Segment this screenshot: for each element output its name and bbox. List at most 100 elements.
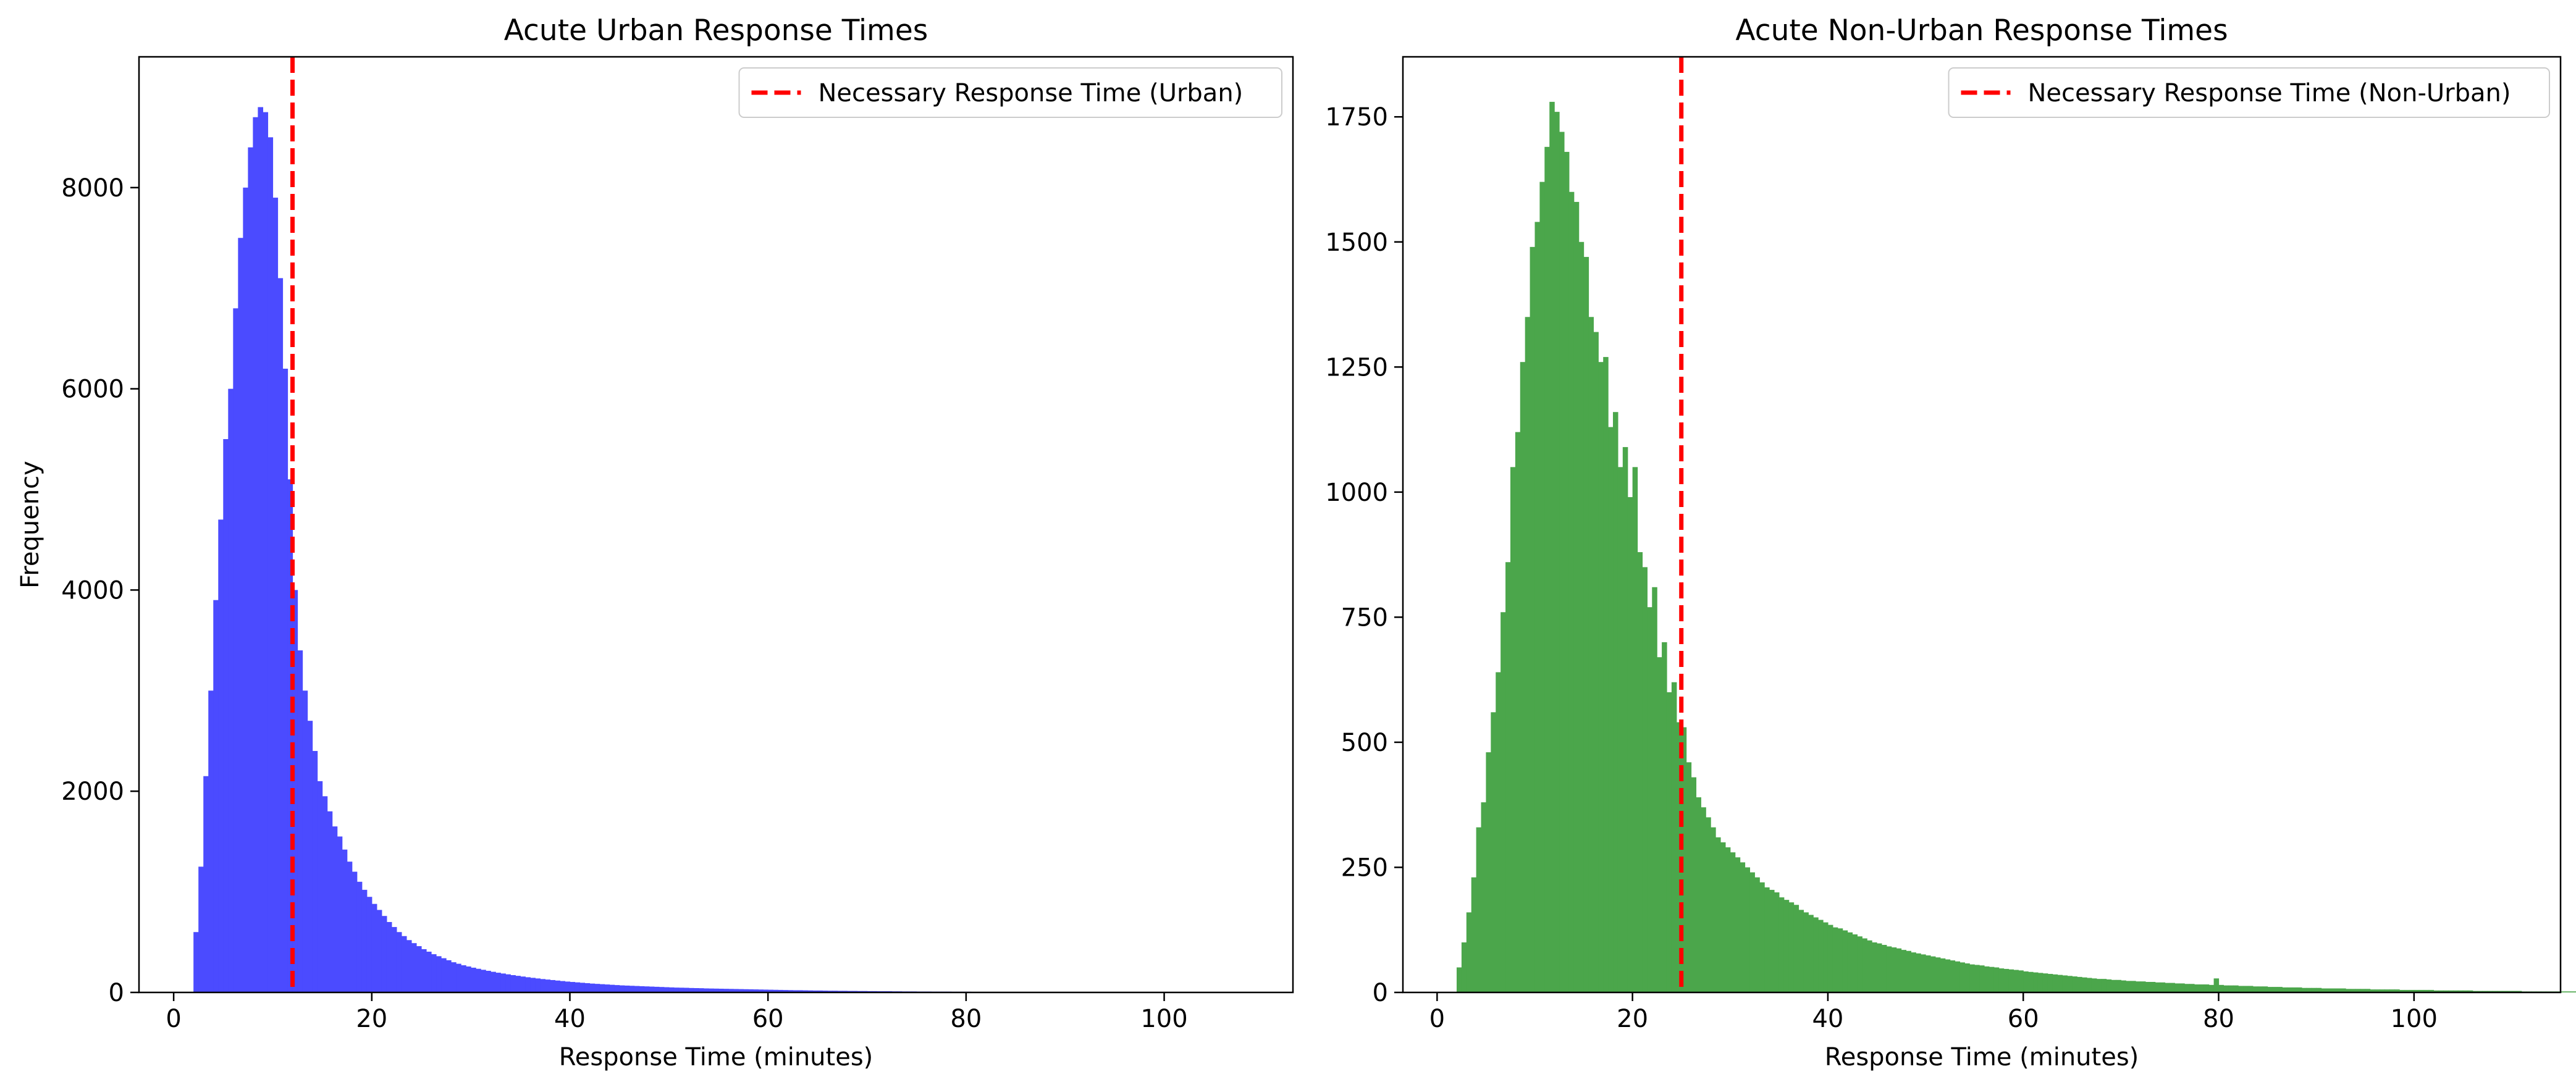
- histogram-bar: [555, 980, 561, 992]
- histogram-bar: [1456, 967, 1462, 992]
- histogram-bar: [703, 988, 709, 992]
- histogram-bar: [1578, 241, 1585, 992]
- histogram-bar: [2262, 986, 2268, 992]
- histogram-bar: [1921, 954, 1926, 992]
- histogram-bar: [263, 112, 269, 993]
- histogram-bar: [589, 983, 596, 992]
- histogram-bar: [342, 849, 348, 992]
- histogram-bar: [510, 975, 516, 992]
- histogram-bar: [2072, 976, 2077, 992]
- panel-urban: 0 20 40 60 80 100 0 2000 4000 6000 8000 Acute Urban…: [16, 14, 1294, 1071]
- histogram-bar: [1945, 959, 1951, 992]
- histogram-bar: [490, 971, 496, 992]
- histogram-bar: [1754, 877, 1760, 992]
- histogram-bar: [1759, 882, 1765, 992]
- histogram-bar: [1959, 962, 1965, 992]
- histogram-bar: [1916, 953, 1921, 992]
- histogram-bar: [223, 439, 229, 992]
- histogram-bar: [584, 983, 591, 992]
- histogram-bar: [1657, 657, 1662, 992]
- x-axis-label: Response Time (minutes): [1825, 1043, 2139, 1071]
- histogram-bar: [2003, 968, 2010, 992]
- histogram-bars: [1456, 101, 2576, 993]
- histogram-bar: [1711, 827, 1716, 992]
- histogram-bar: [1617, 467, 1623, 992]
- histogram-bar: [505, 974, 511, 992]
- histogram-bar: [2189, 984, 2195, 992]
- histogram-bars: [193, 107, 1269, 993]
- histogram-bar: [361, 889, 368, 992]
- y-tick-label: 2000: [61, 778, 124, 806]
- histogram-bar: [1686, 762, 1692, 992]
- histogram-bar: [1525, 317, 1531, 992]
- histogram-bar: [2370, 989, 2376, 992]
- histogram-bar: [2561, 991, 2566, 992]
- histogram-bar: [1520, 362, 1526, 992]
- histogram-bar: [391, 927, 397, 992]
- x-tick-label: 0: [1429, 1005, 1445, 1033]
- histogram-bar: [1906, 950, 1911, 992]
- histogram-bar: [2462, 990, 2469, 992]
- histogram-bar: [817, 990, 823, 992]
- histogram-bar: [693, 988, 699, 992]
- histogram-bar: [788, 990, 793, 992]
- histogram-bar: [347, 862, 353, 992]
- histogram-bar: [2131, 981, 2136, 992]
- histogram-bar: [2418, 989, 2425, 992]
- histogram-bar: [1872, 942, 1877, 992]
- histogram-bar: [1832, 927, 1838, 992]
- y-tick-label: 500: [1341, 729, 1388, 757]
- histogram-bar: [253, 117, 259, 993]
- histogram-bar: [486, 970, 491, 992]
- histogram-bar: [2457, 990, 2464, 992]
- histogram-bar: [1530, 246, 1536, 992]
- histogram-bar: [1926, 955, 1931, 992]
- histogram-bar: [2062, 975, 2068, 992]
- x-tick-label: 100: [1140, 1005, 1187, 1033]
- histogram-bar: [2111, 979, 2117, 992]
- histogram-bar: [238, 238, 243, 993]
- histogram-bar: [476, 968, 481, 992]
- histogram-bar: [2213, 978, 2220, 992]
- histogram-bar: [2341, 988, 2346, 992]
- histogram-bar: [2165, 983, 2171, 992]
- histogram-bar: [1559, 132, 1565, 992]
- histogram-bar: [2243, 986, 2249, 992]
- histogram-bar: [312, 751, 318, 992]
- histogram-bar: [842, 991, 848, 992]
- histogram-bar: [2575, 991, 2576, 992]
- histogram-bar: [1862, 938, 1867, 992]
- histogram-bar: [1745, 867, 1751, 992]
- histogram-bar: [1466, 912, 1472, 992]
- histogram-bar: [1544, 146, 1550, 993]
- histogram-bar: [540, 979, 546, 992]
- histogram-bar: [2247, 986, 2254, 992]
- histogram-bar: [1637, 552, 1643, 992]
- histogram-bar: [639, 986, 645, 992]
- histogram-bar: [292, 590, 298, 992]
- histogram-bar: [406, 940, 412, 992]
- histogram-bar: [2077, 976, 2082, 992]
- histogram-bar: [2057, 975, 2063, 992]
- histogram-bar: [2414, 989, 2420, 992]
- y-tick-label: 4000: [61, 576, 124, 605]
- histogram-bar: [233, 308, 238, 992]
- histogram-bar: [446, 960, 452, 992]
- histogram-bar: [386, 921, 392, 992]
- histogram-bar: [2350, 989, 2356, 992]
- histogram-bar: [2106, 979, 2112, 992]
- histogram-bar: [381, 916, 387, 992]
- histogram-bar: [297, 650, 303, 992]
- histogram-bar: [1671, 682, 1677, 992]
- histogram-bar: [431, 954, 437, 992]
- histogram-bar: [1827, 924, 1833, 992]
- histogram-bar: [451, 962, 457, 992]
- histogram-bar: [2155, 982, 2161, 992]
- histogram-bar: [1837, 928, 1843, 992]
- histogram-bar: [1818, 920, 1824, 992]
- histogram-bar: [2346, 989, 2351, 992]
- histogram-bar: [550, 979, 556, 992]
- histogram-bar: [2292, 987, 2297, 992]
- y-tick-label: 1250: [1325, 353, 1388, 382]
- histogram-bar: [2443, 990, 2449, 992]
